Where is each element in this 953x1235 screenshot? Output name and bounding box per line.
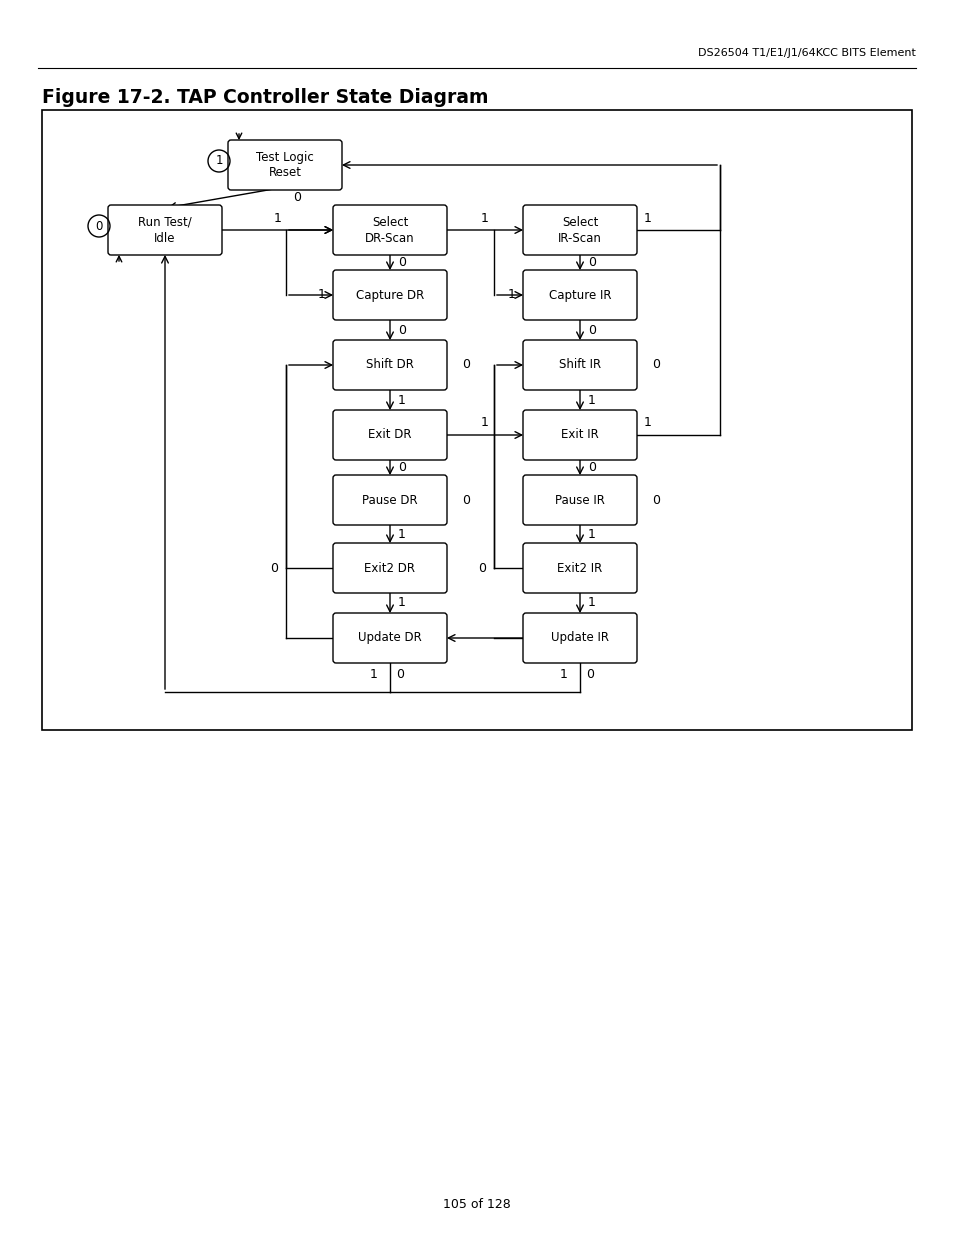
Text: 0: 0 [395, 667, 403, 680]
Bar [42, 110, 911, 730]
Text: Exit2 DR: Exit2 DR [364, 562, 416, 574]
FancyBboxPatch shape [522, 475, 637, 525]
Text: 1: 1 [370, 667, 377, 680]
Text: 0: 0 [397, 256, 406, 269]
Text: 1: 1 [397, 394, 406, 406]
FancyBboxPatch shape [333, 270, 447, 320]
Text: Shift DR: Shift DR [366, 358, 414, 372]
Text: Run Test/
Idle: Run Test/ Idle [138, 215, 192, 245]
FancyBboxPatch shape [333, 613, 447, 663]
Text: Figure 17-2. TAP Controller State Diagram: Figure 17-2. TAP Controller State Diagra… [42, 88, 488, 107]
Text: 0: 0 [477, 562, 485, 574]
Text: 1: 1 [274, 211, 281, 225]
Text: 0: 0 [397, 461, 406, 474]
Text: DS26504 T1/E1/J1/64KCC BITS Element: DS26504 T1/E1/J1/64KCC BITS Element [698, 48, 915, 58]
Text: 0: 0 [585, 667, 594, 680]
Text: Exit2 IR: Exit2 IR [557, 562, 602, 574]
Text: Select
IR-Scan: Select IR-Scan [558, 215, 601, 245]
Text: 0: 0 [293, 191, 301, 204]
FancyBboxPatch shape [522, 543, 637, 593]
FancyBboxPatch shape [333, 410, 447, 459]
FancyBboxPatch shape [522, 340, 637, 390]
FancyBboxPatch shape [522, 270, 637, 320]
FancyBboxPatch shape [333, 340, 447, 390]
Text: Shift IR: Shift IR [558, 358, 600, 372]
Text: 1: 1 [397, 597, 406, 610]
FancyBboxPatch shape [333, 475, 447, 525]
Text: 1: 1 [587, 597, 596, 610]
FancyBboxPatch shape [522, 613, 637, 663]
Text: 0: 0 [397, 324, 406, 336]
Text: Pause DR: Pause DR [362, 494, 417, 506]
Text: 1: 1 [480, 211, 489, 225]
Text: 0: 0 [651, 494, 659, 506]
Text: Exit IR: Exit IR [560, 429, 598, 441]
Text: 0: 0 [587, 461, 596, 474]
Text: Capture IR: Capture IR [548, 289, 611, 301]
Text: 1: 1 [397, 527, 406, 541]
FancyBboxPatch shape [228, 140, 341, 190]
Text: 1: 1 [643, 211, 651, 225]
FancyBboxPatch shape [108, 205, 222, 254]
Text: 1: 1 [643, 416, 651, 430]
Text: Update DR: Update DR [357, 631, 421, 645]
Text: 1: 1 [559, 667, 567, 680]
FancyBboxPatch shape [333, 543, 447, 593]
Text: Update IR: Update IR [551, 631, 608, 645]
FancyBboxPatch shape [522, 205, 637, 254]
Text: 0: 0 [587, 256, 596, 269]
Text: Exit DR: Exit DR [368, 429, 412, 441]
Text: 0: 0 [95, 220, 103, 232]
Text: 1: 1 [480, 416, 489, 430]
Text: 1: 1 [587, 527, 596, 541]
Text: 0: 0 [651, 358, 659, 372]
Text: 0: 0 [461, 494, 470, 506]
FancyBboxPatch shape [333, 205, 447, 254]
Text: 0: 0 [587, 324, 596, 336]
Text: Test Logic
Reset: Test Logic Reset [255, 151, 314, 179]
Text: 1: 1 [587, 394, 596, 406]
Text: Capture DR: Capture DR [355, 289, 424, 301]
Text: 0: 0 [461, 358, 470, 372]
FancyBboxPatch shape [522, 410, 637, 459]
Text: 105 of 128: 105 of 128 [442, 1198, 511, 1212]
Text: 0: 0 [270, 562, 277, 574]
Text: Pause IR: Pause IR [555, 494, 604, 506]
Text: 1: 1 [508, 289, 516, 301]
Text: Select
DR-Scan: Select DR-Scan [365, 215, 415, 245]
Text: 1: 1 [215, 154, 222, 168]
Text: 1: 1 [317, 289, 326, 301]
